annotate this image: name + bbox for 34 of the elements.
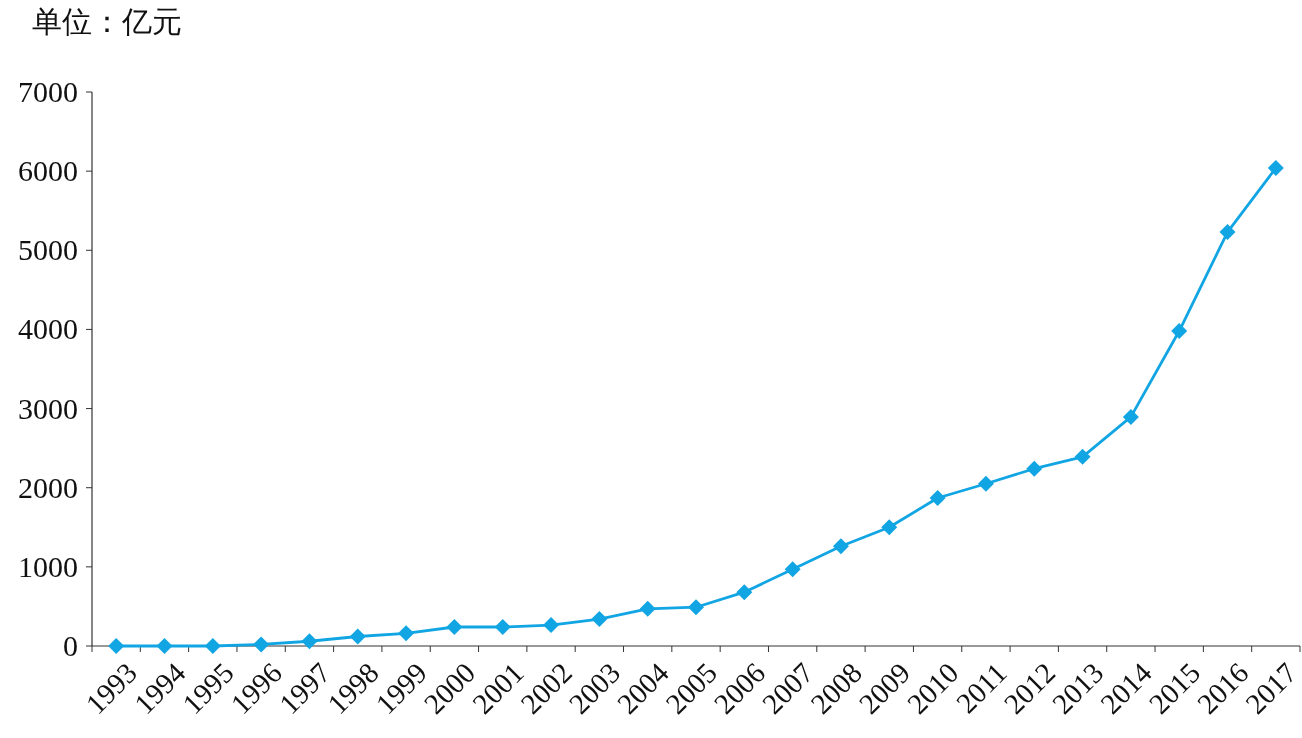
point: [1267, 159, 1284, 176]
point: [1074, 448, 1091, 465]
point: [881, 519, 898, 536]
point: [688, 599, 704, 616]
y-tick-label: 6000: [18, 154, 78, 188]
point: [1171, 323, 1188, 340]
point: [736, 584, 753, 601]
point: [1026, 460, 1043, 477]
point: [398, 625, 415, 642]
point: [929, 490, 946, 506]
y-tick-label: 3000: [18, 391, 78, 425]
point: [253, 636, 270, 653]
point: [1219, 224, 1236, 241]
y-tick-label: 5000: [18, 233, 78, 267]
point: [446, 619, 463, 636]
point: [204, 638, 221, 654]
point: [543, 617, 560, 634]
point: [591, 611, 608, 628]
y-tick-label: 7000: [18, 75, 78, 108]
point: [639, 600, 656, 617]
point: [349, 628, 366, 645]
y-tick-label: 1000: [18, 549, 78, 583]
y-axis-title: 单位：亿元: [32, 5, 182, 38]
point: [494, 619, 511, 636]
point: [301, 633, 318, 650]
point: [108, 638, 125, 654]
point: [156, 638, 173, 654]
point: [784, 561, 801, 578]
y-tick-label: 4000: [18, 312, 78, 346]
y-tick-label: 2000: [18, 470, 78, 504]
point: [832, 538, 849, 555]
point: [1122, 408, 1139, 425]
point: [977, 475, 994, 492]
y-tick-label: 0: [63, 629, 78, 662]
